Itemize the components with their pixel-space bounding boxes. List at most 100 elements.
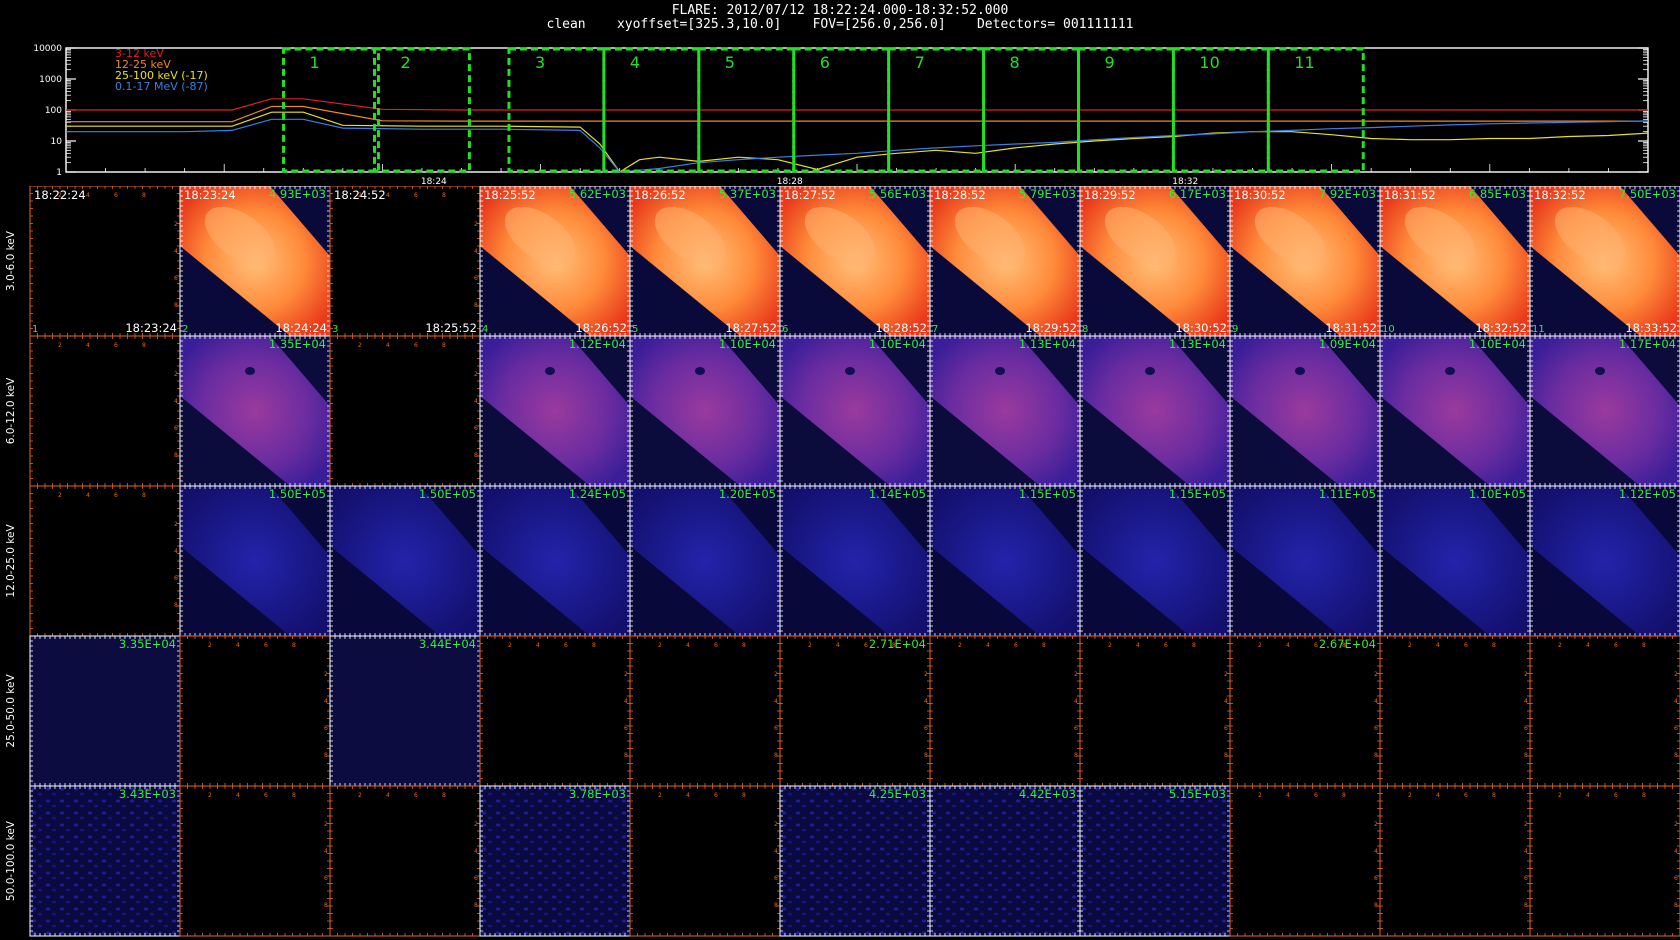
cell-axis-tick: 6 [1164, 642, 1168, 649]
time-end: 18:28:52 [875, 321, 927, 335]
cell-axis-tick: 2 [1674, 821, 1678, 828]
cell-axis-tick: 2 [474, 221, 478, 228]
cell-axis-tick: 2 [1374, 821, 1378, 828]
cell-axis-tick: 4 [1074, 698, 1078, 705]
cell-axis-tick: 2 [658, 792, 662, 799]
y-tick-label: 10000 [33, 44, 62, 54]
image-cell: 1.14E+05 [779, 485, 931, 637]
cell-axis-tick: 8 [892, 642, 896, 649]
cell-axis-tick: 2 [58, 192, 62, 199]
time-start: 18:29:52 [1084, 188, 1136, 202]
peak-value: 1.10E+04 [869, 337, 926, 351]
cell-axis-tick: 2 [358, 342, 362, 349]
image-cell: 2 2 4 4 6 6 8 8 [179, 635, 331, 787]
legend-entry: 3-12 keV [115, 47, 164, 60]
cell-axis-tick: 2 [1674, 671, 1678, 678]
cell-axis-tick: 2 [1558, 792, 1562, 799]
cell-axis-tick: 4 [686, 792, 690, 799]
image-cell: 2 2 4 4 6 6 8 8 [629, 785, 781, 937]
interval-label: 10 [1199, 53, 1219, 72]
cell-axis-tick: 2 [1408, 642, 1412, 649]
image-cell: 2 2 4 4 6 6 8 8 [29, 485, 181, 637]
cell-axis-tick: 2 [508, 642, 512, 649]
cell-axis-tick: 6 [174, 575, 178, 582]
cell-axis-tick: 8 [624, 752, 628, 759]
cell-frame [1529, 785, 1680, 937]
image-cell: 5.62E+03 18:25:52 18:26:52 4 [479, 186, 631, 337]
time-start: 18:31:52 [1384, 188, 1436, 202]
cell-axis-tick: 8 [742, 642, 746, 649]
image-cell: 2 2 4 4 6 6 8 8 [1079, 635, 1231, 787]
image-grid: 2 2 4 4 6 6 8 8 18:22:24 18:23:24 1 4.93E+03 18:23:2… [5, 186, 1680, 937]
interval-label: 5 [725, 53, 735, 72]
cell-axis-tick: 4 [236, 642, 240, 649]
time-start: 18:26:52 [634, 188, 686, 202]
cell-axis-tick: 4 [174, 398, 178, 405]
cell-axis-tick: 8 [474, 302, 478, 309]
cell-axis-tick: 2 [1074, 671, 1078, 678]
cell-axis-tick: 8 [1492, 642, 1496, 649]
cell-axis-tick: 6 [1314, 792, 1318, 799]
time-end: 18:23:24 [125, 321, 177, 335]
cell-axis-tick: 2 [208, 792, 212, 799]
cell-axis-tick: 8 [442, 192, 446, 199]
cell-axis-tick: 4 [1136, 642, 1140, 649]
interval-box [602, 47, 701, 173]
cell-axis-tick: 4 [686, 642, 690, 649]
cell-index: 10 [1382, 324, 1395, 335]
cell-axis-tick: 4 [386, 342, 390, 349]
cell-axis-tick: 4 [1374, 848, 1378, 855]
cell-axis-tick: 8 [742, 792, 746, 799]
image-cell: 1.15E+05 [1079, 485, 1231, 637]
cell-axis-tick: 4 [536, 642, 540, 649]
cell-index: 5 [632, 324, 638, 335]
cell-axis-tick: 2 [624, 671, 628, 678]
image-cell: 1.24E+05 [479, 485, 631, 637]
y-tick-label: 10 [51, 137, 63, 147]
cell-axis-tick: 6 [1464, 642, 1468, 649]
cell-axis-tick: 8 [174, 602, 178, 609]
interval-label: 2 [400, 53, 410, 72]
cell-axis-tick: 2 [1258, 792, 1262, 799]
image-cell: 2 2 4 4 6 6 8 8 [1529, 635, 1680, 787]
image-cell: 3.44E+04 [329, 635, 481, 787]
peak-value: 1.12E+05 [1619, 487, 1676, 501]
cell-axis-tick: 6 [1374, 875, 1378, 882]
cell-axis-tick: 4 [86, 192, 90, 199]
cell-axis-tick: 8 [774, 902, 778, 909]
series-line [66, 118, 1649, 173]
image-cell: 1.50E+05 [329, 485, 481, 637]
cell-axis-tick: 2 [1558, 642, 1562, 649]
peak-value: 5.37E+03 [719, 187, 776, 201]
cell-axis-tick: 2 [658, 642, 662, 649]
cell-axis-tick: 6 [624, 725, 628, 732]
interval-box [1266, 47, 1365, 173]
cell-axis-tick: 4 [1674, 698, 1678, 705]
time-end: 18:33:52 [1625, 321, 1677, 335]
cell-axis-tick: 8 [774, 752, 778, 759]
cell-axis-tick: 8 [292, 792, 296, 799]
image-cell: 1.10E+05 [1379, 485, 1531, 637]
plot-title: FLARE: 2012/07/12 18:22:24.000-18:32:52.… [0, 4, 1680, 32]
cell-axis-tick: 4 [174, 248, 178, 255]
cell-axis-tick: 8 [324, 902, 328, 909]
peak-value: 2.67E+04 [1319, 637, 1376, 651]
peak-value: 1.12E+04 [569, 337, 626, 351]
image-cell: 1.35E+04 [179, 335, 331, 487]
interval-label: 11 [1294, 53, 1314, 72]
energy-row-label: 50.0-100.0 keV [5, 820, 17, 901]
interval-box [792, 47, 891, 173]
image-cell: 1.50E+05 [179, 485, 331, 637]
time-end: 18:31:52 [1325, 321, 1377, 335]
cell-axis-tick: 8 [142, 492, 146, 499]
cell-axis-tick: 4 [836, 642, 840, 649]
image-cell: 6.85E+03 18:31:52 18:32:52 10 [1379, 186, 1531, 337]
cell-axis-tick: 8 [174, 302, 178, 309]
time-end: 18:27:52 [725, 321, 777, 335]
energy-row-label: 6.0-12.0 keV [5, 377, 17, 444]
image-cell: 2 2 4 4 6 6 8 8 [1379, 785, 1531, 937]
peak-value: 1.10E+04 [719, 337, 776, 351]
image-cell: 7.50E+03 18:32:52 18:33:52 11 [1529, 186, 1680, 337]
image-cell: 1.12E+04 [479, 335, 631, 487]
